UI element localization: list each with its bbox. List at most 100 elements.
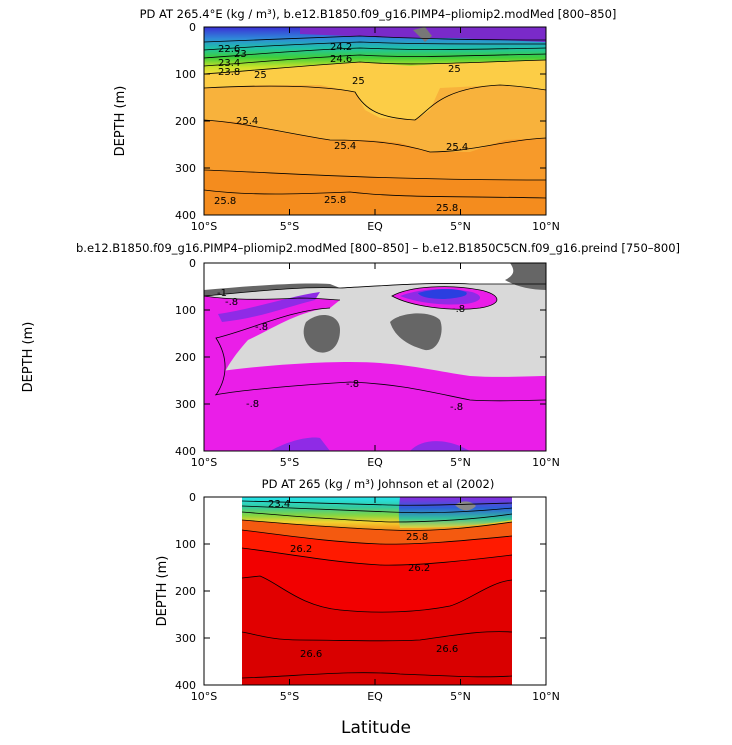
panel-2-contours [204,283,546,402]
contour-25-4 [204,119,546,153]
contour-26-8 [241,672,513,679]
label-minus08-a: -.8 [225,297,238,308]
fill-gray-dark-east [505,263,546,290]
panel-3-contours [241,500,513,679]
label-25-4-a: 25.4 [236,116,258,127]
label-minus08-d: -.8 [346,379,359,390]
panel-1-contour-labels: 22.6 23 23.4 23.8 24.2 24.6 25 25 25 25.… [214,42,468,214]
panel-1-y-ticks: 0 100 200 300 400 [175,21,546,222]
panel-1-x-ticks: 10°S 5°S EQ 5°N 10°N [191,27,560,233]
panel-1-fills [204,27,546,215]
panel-2-contour-labels: -1 -.8 -.8 -.8 -.8 -.8 -.8 [217,288,465,413]
panel-2-ylabel: DEPTH (m) [21,322,36,393]
y-tick-label: 200 [175,585,196,598]
label-25-8-a: 25.8 [214,196,236,207]
y-tick-label: 100 [175,68,196,81]
figure-xlabel: Latitude [341,718,411,738]
y-tick-label: 300 [175,398,196,411]
label-24-6: 24.6 [330,54,352,65]
x-tick-label: 5°N [450,456,471,469]
y-tick-label: 200 [175,351,196,364]
x-tick-label: 5°N [450,220,471,233]
x-tick-label: 10°S [191,690,217,703]
contour-24-6 [204,59,546,75]
panel-3-title: PD AT 265 (kg / m³) Johnson et al (2002) [262,477,495,491]
contour-25-8 [241,519,513,531]
y-tick-label: 0 [189,21,196,34]
label-minus08-b: -.8 [255,322,268,333]
contour-minus08-bottom [214,381,546,402]
panel-1-ylabel: DEPTH (m) [113,86,128,157]
y-tick-label: 400 [175,209,196,222]
panel-1-title: PD AT 265.4°E (kg / m³), b.e12.B1850.f09… [140,7,617,21]
fill-purple-bottom-1 [270,437,330,451]
y-tick-label: 0 [189,257,196,270]
fill-purple-west [218,292,320,322]
contour-23-8 [204,47,546,59]
label-26-6-b: 26.6 [436,644,458,655]
x-tick-label: EQ [367,456,383,469]
label-26-2-b: 26.2 [408,563,430,574]
fill-blue-east [418,289,467,299]
panel-3: PD AT 265 (kg / m³) Johnson et al (2002) [155,477,560,703]
panel-3-y-ticks: 0 100 200 300 400 [175,491,546,692]
x-tick-label: 10°N [532,690,560,703]
x-tick-label: EQ [367,220,383,233]
contour-minus08-west [215,307,331,396]
panel-3-x-ticks: 10°S 5°S EQ 5°N 10°N [191,497,560,703]
y-tick-label: 300 [175,632,196,645]
label-26-2-a: 26.2 [290,544,312,555]
contour-minus1 [204,283,546,297]
contour-25 [241,505,513,514]
x-tick-label: 10°N [532,456,560,469]
y-tick-label: 100 [175,304,196,317]
fill-gray-blob-1 [303,315,340,353]
contour-25-4 [241,511,513,523]
panel-2-title: b.e12.B1850.f09_g16.PIMP4–pliomip2.modMe… [76,241,680,255]
label-23-4: 23.4 [268,499,290,510]
y-tick-label: 400 [175,679,196,692]
label-24-2: 24.2 [330,42,352,53]
panel-2-y-ticks: 0 100 200 300 400 [175,257,546,458]
panel-2-axes: 0 100 200 300 400 10°S 5°S EQ 5°N 10°N [175,257,560,469]
fill-gray-blob-2 [390,313,442,351]
contour-minus08-top [204,295,341,301]
fill-mask-west [204,497,242,685]
panel-2-fills [204,263,546,451]
x-tick-label: 10°N [532,220,560,233]
x-tick-label: 5°N [450,690,471,703]
contour-23-4 [204,41,546,51]
label-25-8: 25.8 [406,532,428,543]
fill-purple-bottom-2 [410,441,470,451]
contour-26-2 [241,547,513,566]
fill-gray-cap-3 [455,501,476,511]
y-tick-label: 300 [175,162,196,175]
fill-magenta-bottom [204,362,546,451]
contour-minus08-east [391,286,498,310]
panel-1-axes: 0 100 200 300 400 10°S 5°S EQ 5°N 10°N [175,21,560,233]
label-23: 23 [234,49,247,60]
panel-3-axes: 0 100 200 300 400 10°S 5°S EQ 5°N 10°N [175,491,560,703]
x-tick-label: 10°S [191,220,217,233]
label-23-4: 23.4 [218,58,240,69]
x-tick-label: EQ [367,690,383,703]
panel-1-contours [204,35,546,199]
contour-26 [241,529,513,545]
y-tick-label: 0 [189,491,196,504]
contour-23 [204,35,546,43]
panel-1: PD AT 265.4°E (kg / m³), b.e12.B1850.f09… [113,7,616,233]
label-25-8-c: 25.8 [436,203,458,214]
label-minus08-e: -.8 [246,399,259,410]
contour-26-4 [241,575,513,613]
label-25-c: 25 [352,76,365,87]
label-25-b: 25 [448,64,461,75]
x-tick-label: 10°S [191,456,217,469]
label-23-8: 23.8 [218,67,240,78]
y-tick-label: 200 [175,115,196,128]
panel-3-fills [204,497,546,685]
label-25-a: 25 [254,70,267,81]
contour-24-2 [204,53,546,67]
y-tick-label: 100 [175,538,196,551]
label-25-8-b: 25.8 [324,195,346,206]
label-minus1: -1 [217,288,227,299]
